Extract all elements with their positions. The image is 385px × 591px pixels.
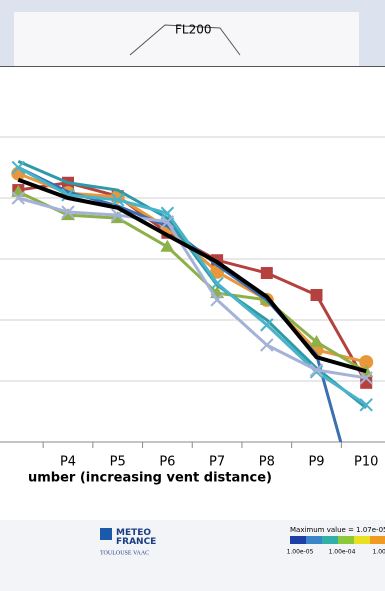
marker	[160, 240, 174, 252]
map-label: FL200	[175, 23, 212, 37]
colorbar-segment	[290, 536, 306, 544]
logo-icon	[100, 528, 112, 540]
colorbar-segment	[306, 536, 322, 544]
colorbar-segment	[322, 536, 338, 544]
x-tick-label: P5	[110, 455, 126, 470]
x-tick-label: P8	[259, 455, 275, 470]
x-tick-label: P4	[60, 455, 76, 470]
x-axis-title: umber (increasing vent distance)	[28, 471, 272, 486]
marker	[311, 289, 323, 301]
marker	[261, 267, 273, 279]
colorbar-segment	[354, 536, 370, 544]
colorbar-label: 1.00e-05	[287, 549, 314, 556]
colorbar-title: Maximum value = 1.07e-05 g /	[290, 526, 385, 534]
x-tick-label: P9	[308, 455, 324, 470]
page: {"map_label": "FL200", "chart_data": {"t…	[0, 0, 385, 591]
colorbar-segment	[370, 536, 385, 544]
series-line	[18, 174, 366, 362]
colorbar-segment	[338, 536, 354, 544]
x-tick-label: P7	[209, 455, 225, 470]
chart: FL200 P4 P5 P6 P7 P8 P9 P10 umber (increasing …	[0, 0, 385, 591]
x-tick-label: P10	[354, 455, 378, 470]
x-tick-label: P6	[159, 455, 175, 470]
map-panel	[14, 12, 359, 66]
marker	[261, 339, 273, 351]
logo-subtitle: TOULOUSE VAAC	[100, 550, 149, 556]
colorbar-label: 1.00e-04	[329, 549, 356, 556]
colorbar-label: 1.00e-0	[372, 549, 385, 556]
